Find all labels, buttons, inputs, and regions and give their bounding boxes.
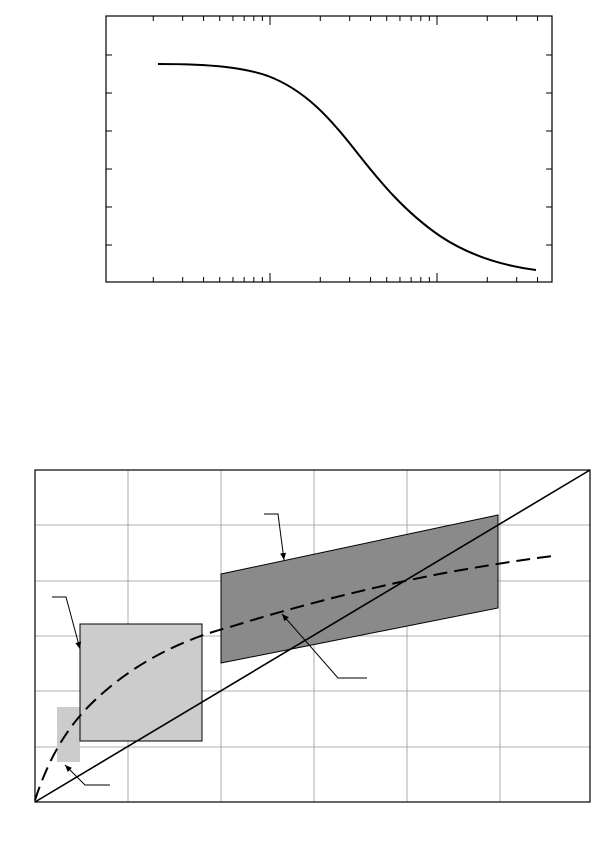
leader (52, 596, 82, 650)
upper-chart (105, 15, 553, 283)
straight-line (34, 469, 591, 803)
lower-chart (34, 469, 591, 803)
plot-frame (34, 469, 591, 803)
leader (64, 764, 110, 786)
plot-frame (105, 15, 553, 283)
tick-marks (106, 16, 552, 282)
curve (157, 63, 537, 271)
leader (264, 513, 287, 561)
dashed-curve (34, 555, 554, 801)
dark-region (220, 514, 499, 664)
light-region (79, 623, 203, 742)
leader (281, 613, 367, 679)
small-region (57, 707, 80, 762)
